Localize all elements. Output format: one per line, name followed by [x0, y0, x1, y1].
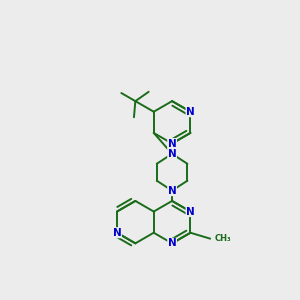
Text: N: N [112, 228, 122, 238]
Text: N: N [186, 107, 195, 117]
Text: N: N [168, 149, 176, 159]
Text: N: N [168, 139, 176, 148]
Text: N: N [168, 186, 176, 196]
Text: N: N [186, 206, 195, 217]
Text: CH₃: CH₃ [214, 234, 231, 243]
Text: N: N [168, 238, 176, 248]
